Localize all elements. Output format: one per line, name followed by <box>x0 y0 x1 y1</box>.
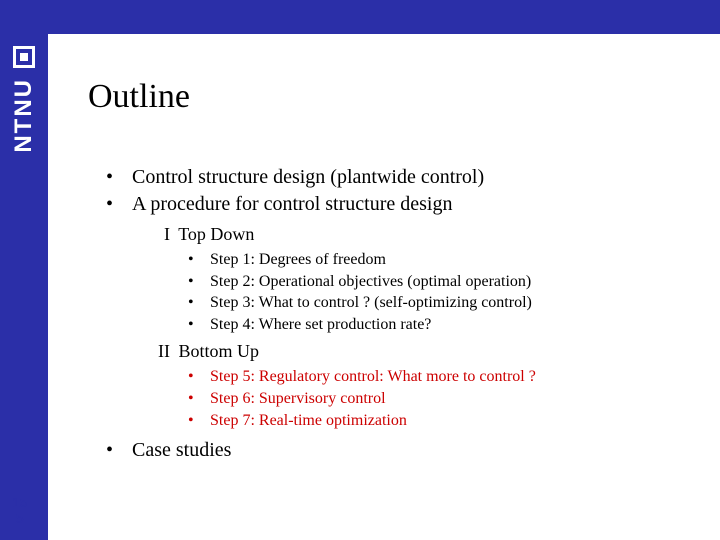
content-area: Outline Control structure design (plantw… <box>88 78 690 462</box>
bullet-case-studies: Case studies <box>106 439 690 462</box>
slide-number-line: 5 <box>12 510 28 526</box>
step-item: Step 1: Degrees of freedom <box>188 249 690 271</box>
main-bullet-list: Control structure design (plantwide cont… <box>106 164 690 218</box>
roman-numeral: II <box>150 341 170 362</box>
bullet-item: A procedure for control structure design <box>106 191 690 218</box>
bullet-item: Control structure design (plantwide cont… <box>106 164 690 191</box>
sidebar: NTNU <box>0 0 48 540</box>
section-label: Bottom Up <box>179 341 260 361</box>
step-item: Step 7: Real-time optimization <box>188 410 690 432</box>
slide-number: 15 5 <box>12 494 28 526</box>
section-label: Top Down <box>178 224 254 244</box>
slide-title: Outline <box>88 78 690 116</box>
ntnu-logo-icon <box>13 46 35 68</box>
section-bottom-up: II Bottom Up <box>150 341 690 362</box>
roman-numeral: I <box>150 224 170 245</box>
steps-top-down: Step 1: Degrees of freedom Step 2: Opera… <box>188 249 690 335</box>
step-item: Step 5: Regulatory control: What more to… <box>188 366 690 388</box>
step-item: Step 6: Supervisory control <box>188 388 690 410</box>
step-item: Step 4: Where set production rate? <box>188 314 690 336</box>
steps-bottom-up: Step 5: Regulatory control: What more to… <box>188 366 690 431</box>
slide: NTNU Outline Control structure design (p… <box>0 0 720 540</box>
step-item: Step 2: Operational objectives (optimal … <box>188 271 690 293</box>
brand-text: NTNU <box>10 78 38 153</box>
ntnu-logo-inner-icon <box>20 53 28 61</box>
section-top-down: I Top Down <box>150 224 690 245</box>
step-item: Step 3: What to control ? (self-optimizi… <box>188 292 690 314</box>
top-bar <box>0 0 720 34</box>
slide-number-line: 15 <box>12 494 28 510</box>
